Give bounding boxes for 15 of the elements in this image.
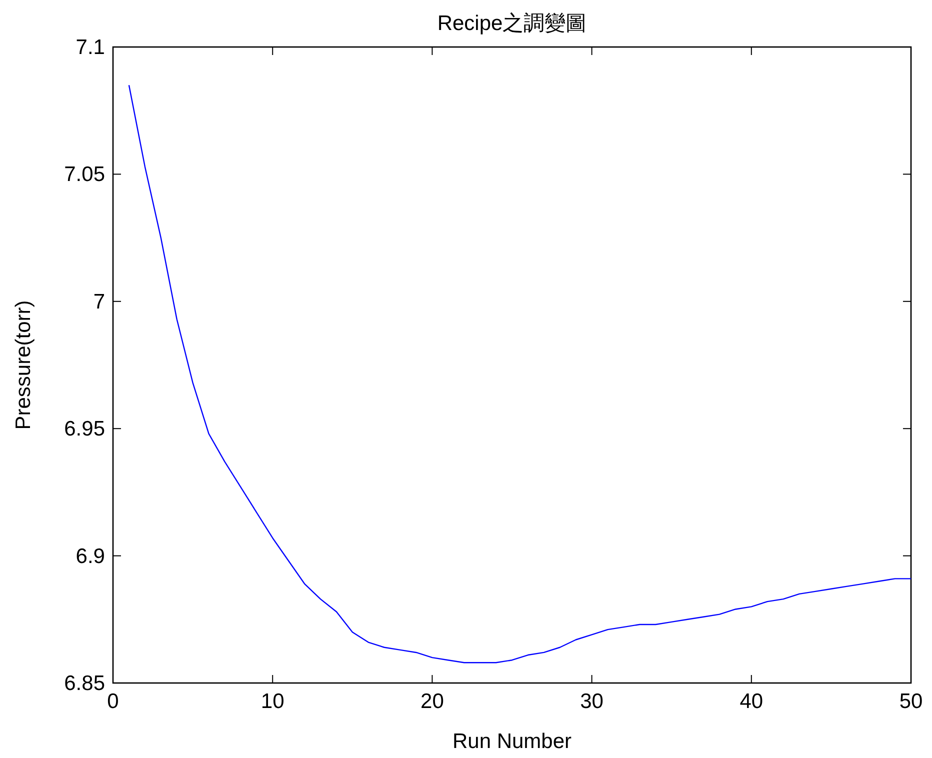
- y-tick-label: 6.9: [76, 544, 105, 568]
- x-tick-label: 10: [260, 690, 284, 713]
- x-tick-label: 30: [580, 690, 604, 713]
- x-tick-label: 20: [420, 690, 444, 713]
- y-tick-label: 6.95: [64, 418, 105, 441]
- x-tick-label: 0: [107, 690, 119, 713]
- y-tick-label: 7.1: [76, 36, 105, 59]
- y-tick-label: 7.05: [64, 163, 105, 186]
- y-tick-label: 7: [93, 290, 105, 314]
- y-axis-title: Pressure(torr): [12, 300, 35, 430]
- y-tick-label: 6.85: [64, 672, 105, 695]
- x-tick-label: 50: [899, 690, 923, 713]
- x-axis-title: Run Number: [452, 730, 572, 753]
- chart-title: Recipe之調變圖: [437, 12, 587, 35]
- x-tick-label: 40: [740, 690, 764, 713]
